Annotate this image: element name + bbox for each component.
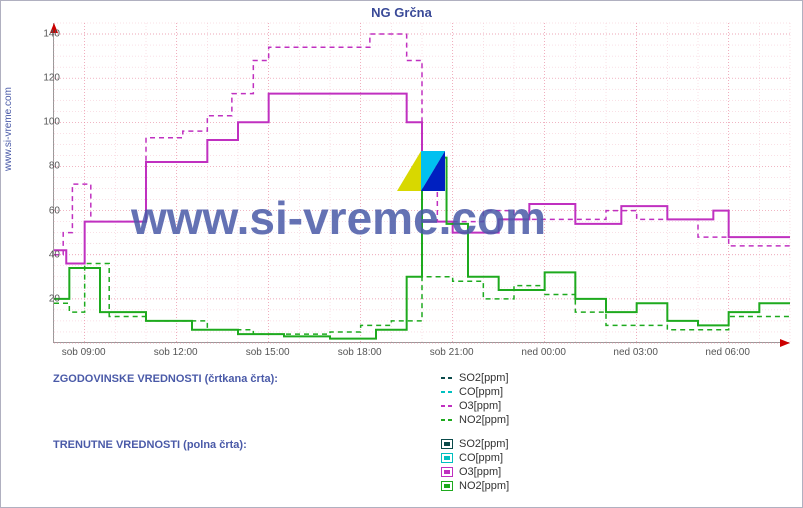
legend-item-label: NO2[ppm] [459,480,509,492]
legend-item-o3: O3[ppm] [441,465,509,479]
legend-item-so2: SO2[ppm] [441,437,509,451]
y-tick-label: 100 [43,117,60,128]
legend-item-o3: O3[ppm] [441,399,509,413]
legend-item-no2: NO2[ppm] [441,413,509,427]
y-tick-label: 80 [49,161,60,172]
x-tick-label: sob 15:00 [246,347,290,358]
legend-item-label: O3[ppm] [459,466,501,478]
legend-swatch-icon [441,453,453,463]
legend-item-co: CO[ppm] [441,385,509,399]
legend-item-no2: NO2[ppm] [441,479,509,493]
legend-item-label: CO[ppm] [459,452,503,464]
legend-swatch-icon [441,415,453,425]
legend-item-label: O3[ppm] [459,400,501,412]
legend-swatch-icon [441,373,453,383]
legend-item-label: SO2[ppm] [459,438,509,450]
y-tick-label: 140 [43,29,60,40]
chart-title: NG Grčna [1,5,802,20]
legend-item-label: NO2[ppm] [459,414,509,426]
y-tick-label: 40 [49,249,60,260]
legend-item-label: SO2[ppm] [459,372,509,384]
legend-hist-items: SO2[ppm] CO[ppm] O3[ppm] NO2[ppm] [441,371,509,427]
x-tick-label: sob 18:00 [338,347,382,358]
legend-swatch-icon [441,439,453,449]
legend-now-label: TRENUTNE VREDNOSTI (polna črta): [53,439,247,451]
legend-swatch-icon [441,401,453,411]
plot-svg [54,23,790,343]
legend-item-co: CO[ppm] [441,451,509,465]
legend-hist-label: ZGODOVINSKE VREDNOSTI (črtkana črta): [53,373,278,385]
y-tick-label: 60 [49,205,60,216]
x-tick-label: ned 03:00 [613,347,658,358]
legend-now-items: SO2[ppm] CO[ppm] O3[ppm] NO2[ppm] [441,437,509,493]
legend-swatch-icon [441,387,453,397]
x-axis-arrow [780,339,790,347]
x-tick-label: ned 00:00 [521,347,566,358]
legend-item-so2: SO2[ppm] [441,371,509,385]
x-tick-label: sob 21:00 [430,347,474,358]
y-axis-label: www.si-vreme.com [3,87,14,171]
legend-swatch-icon [441,481,453,491]
x-tick-label: ned 06:00 [705,347,750,358]
chart-frame: NG Grčna www.si-vreme.com www.si-vreme.c… [0,0,803,508]
legend-swatch-icon [441,467,453,477]
y-tick-label: 120 [43,73,60,84]
x-tick-label: sob 12:00 [154,347,198,358]
legend-item-label: CO[ppm] [459,386,503,398]
y-tick-label: 20 [49,293,60,304]
plot-area [53,23,789,343]
x-tick-label: sob 09:00 [62,347,106,358]
